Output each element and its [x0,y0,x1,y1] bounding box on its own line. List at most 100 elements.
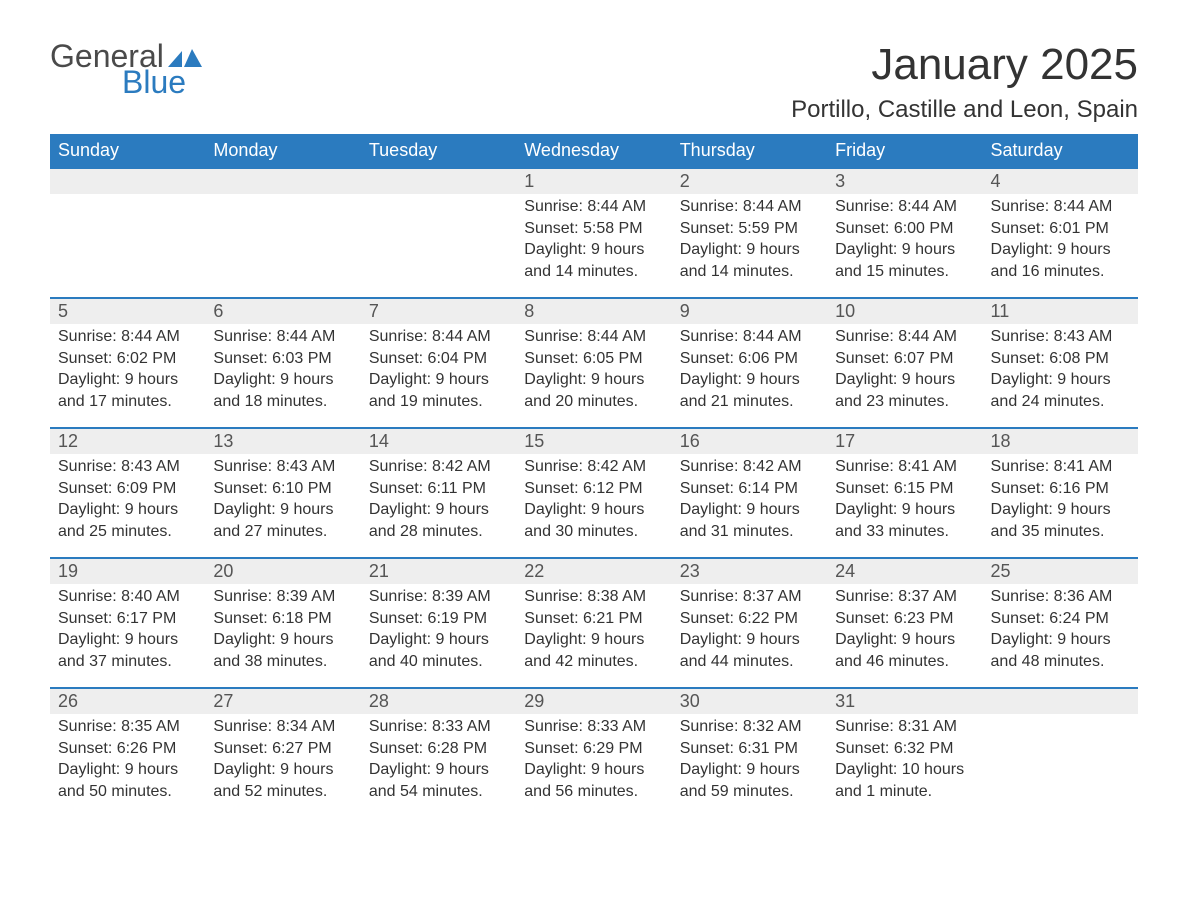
logo-text-blue: Blue [122,66,186,98]
empty-daynum [50,169,205,194]
sunset-text: Sunset: 6:07 PM [835,348,974,370]
daylight-text: Daylight: 9 hours [835,629,974,651]
daylight-text: Daylight: 9 hours [524,369,663,391]
daynum-row: 12 [50,429,205,454]
day-cell: 3Sunrise: 8:44 AMSunset: 6:00 PMDaylight… [827,168,982,298]
daylight-text-2: and 23 minutes. [835,391,974,413]
daylight-text-2: and 56 minutes. [524,781,663,803]
day-cell: 22Sunrise: 8:38 AMSunset: 6:21 PMDayligh… [516,558,671,688]
sunrise-text: Sunrise: 8:38 AM [524,586,663,608]
daylight-text: Daylight: 9 hours [213,629,352,651]
day-cell: 7Sunrise: 8:44 AMSunset: 6:04 PMDaylight… [361,298,516,428]
daylight-text-2: and 48 minutes. [991,651,1130,673]
sunrise-text: Sunrise: 8:39 AM [369,586,508,608]
day-cell: 6Sunrise: 8:44 AMSunset: 6:03 PMDaylight… [205,298,360,428]
day-cell: 20Sunrise: 8:39 AMSunset: 6:18 PMDayligh… [205,558,360,688]
daynum-row: 26 [50,689,205,714]
location: Portillo, Castille and Leon, Spain [791,96,1138,124]
month-title: January 2025 [791,40,1138,90]
day-number: 25 [983,559,1138,584]
day-number: 29 [516,689,671,714]
day-data: Sunrise: 8:44 AMSunset: 5:59 PMDaylight:… [672,194,827,290]
sunset-text: Sunset: 5:59 PM [680,218,819,240]
day-data: Sunrise: 8:43 AMSunset: 6:09 PMDaylight:… [50,454,205,550]
sunrise-text: Sunrise: 8:42 AM [680,456,819,478]
day-number: 30 [672,689,827,714]
daynum-row: 17 [827,429,982,454]
daylight-text-2: and 31 minutes. [680,521,819,543]
day-number: 28 [361,689,516,714]
day-number: 6 [205,299,360,324]
daylight-text: Daylight: 9 hours [213,369,352,391]
day-cell: 17Sunrise: 8:41 AMSunset: 6:15 PMDayligh… [827,428,982,558]
day-cell [983,688,1138,817]
day-data: Sunrise: 8:34 AMSunset: 6:27 PMDaylight:… [205,714,360,810]
day-number: 12 [50,429,205,454]
daylight-text: Daylight: 9 hours [369,759,508,781]
day-data: Sunrise: 8:44 AMSunset: 6:06 PMDaylight:… [672,324,827,420]
day-data: Sunrise: 8:43 AMSunset: 6:10 PMDaylight:… [205,454,360,550]
daylight-text-2: and 33 minutes. [835,521,974,543]
daylight-text-2: and 18 minutes. [213,391,352,413]
sunrise-text: Sunrise: 8:44 AM [213,326,352,348]
daylight-text-2: and 37 minutes. [58,651,197,673]
daynum-row: 5 [50,299,205,324]
sunset-text: Sunset: 6:19 PM [369,608,508,630]
daylight-text-2: and 44 minutes. [680,651,819,673]
day-number: 31 [827,689,982,714]
day-number: 4 [983,169,1138,194]
sunrise-text: Sunrise: 8:44 AM [835,196,974,218]
day-cell: 10Sunrise: 8:44 AMSunset: 6:07 PMDayligh… [827,298,982,428]
weekday-header: Monday [205,134,360,168]
calendar-table: SundayMondayTuesdayWednesdayThursdayFrid… [50,134,1138,817]
day-number: 19 [50,559,205,584]
daynum-row: 29 [516,689,671,714]
daylight-text: Daylight: 9 hours [58,499,197,521]
daynum-row: 16 [672,429,827,454]
daynum-row: 4 [983,169,1138,194]
day-cell: 31Sunrise: 8:31 AMSunset: 6:32 PMDayligh… [827,688,982,817]
daylight-text-2: and 21 minutes. [680,391,819,413]
day-number: 2 [672,169,827,194]
sunrise-text: Sunrise: 8:40 AM [58,586,197,608]
day-cell [50,168,205,298]
day-number: 11 [983,299,1138,324]
sunrise-text: Sunrise: 8:32 AM [680,716,819,738]
daylight-text-2: and 14 minutes. [524,261,663,283]
sunrise-text: Sunrise: 8:33 AM [524,716,663,738]
day-data: Sunrise: 8:43 AMSunset: 6:08 PMDaylight:… [983,324,1138,420]
sunrise-text: Sunrise: 8:33 AM [369,716,508,738]
daynum-row: 13 [205,429,360,454]
sunrise-text: Sunrise: 8:39 AM [213,586,352,608]
daylight-text: Daylight: 9 hours [680,239,819,261]
sunset-text: Sunset: 6:05 PM [524,348,663,370]
day-cell: 13Sunrise: 8:43 AMSunset: 6:10 PMDayligh… [205,428,360,558]
daylight-text: Daylight: 9 hours [369,369,508,391]
day-cell: 8Sunrise: 8:44 AMSunset: 6:05 PMDaylight… [516,298,671,428]
daynum-row: 7 [361,299,516,324]
daylight-text: Daylight: 9 hours [524,629,663,651]
logo: General Blue [50,40,202,98]
day-data: Sunrise: 8:44 AMSunset: 6:01 PMDaylight:… [983,194,1138,290]
day-data: Sunrise: 8:40 AMSunset: 6:17 PMDaylight:… [50,584,205,680]
daylight-text-2: and 52 minutes. [213,781,352,803]
day-cell: 28Sunrise: 8:33 AMSunset: 6:28 PMDayligh… [361,688,516,817]
day-cell: 11Sunrise: 8:43 AMSunset: 6:08 PMDayligh… [983,298,1138,428]
day-cell: 19Sunrise: 8:40 AMSunset: 6:17 PMDayligh… [50,558,205,688]
sunset-text: Sunset: 6:06 PM [680,348,819,370]
sunrise-text: Sunrise: 8:37 AM [835,586,974,608]
daynum-row: 18 [983,429,1138,454]
week-row: 1Sunrise: 8:44 AMSunset: 5:58 PMDaylight… [50,168,1138,298]
daylight-text: Daylight: 9 hours [835,239,974,261]
daylight-text: Daylight: 9 hours [835,499,974,521]
sunrise-text: Sunrise: 8:35 AM [58,716,197,738]
sunset-text: Sunset: 6:32 PM [835,738,974,760]
weekday-header: Saturday [983,134,1138,168]
weekday-header: Sunday [50,134,205,168]
day-number: 27 [205,689,360,714]
day-data: Sunrise: 8:44 AMSunset: 5:58 PMDaylight:… [516,194,671,290]
daynum-row: 6 [205,299,360,324]
daylight-text-2: and 40 minutes. [369,651,508,673]
sunrise-text: Sunrise: 8:43 AM [58,456,197,478]
sunset-text: Sunset: 6:03 PM [213,348,352,370]
